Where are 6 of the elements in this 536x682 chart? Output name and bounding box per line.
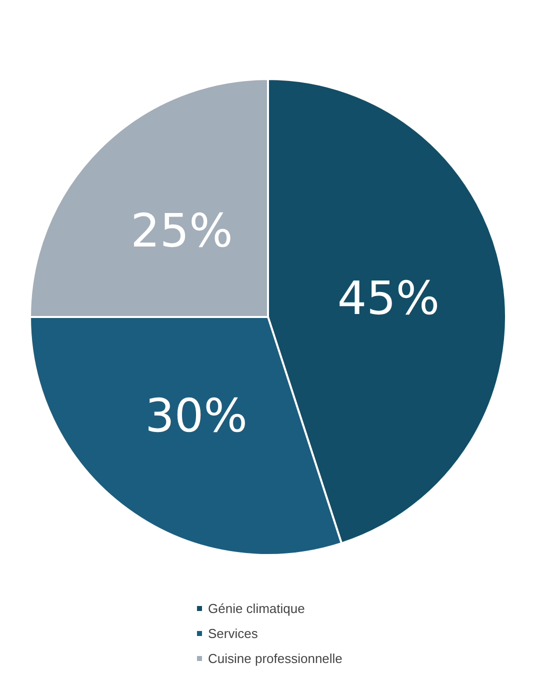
data-label: 30% — [145, 388, 248, 443]
data-label: 45% — [337, 270, 440, 325]
legend-label: Génie climatique — [208, 601, 305, 616]
legend-label: Cuisine professionnelle — [208, 651, 342, 666]
data-label: 25% — [130, 204, 233, 258]
legend-label: Services — [208, 626, 258, 641]
